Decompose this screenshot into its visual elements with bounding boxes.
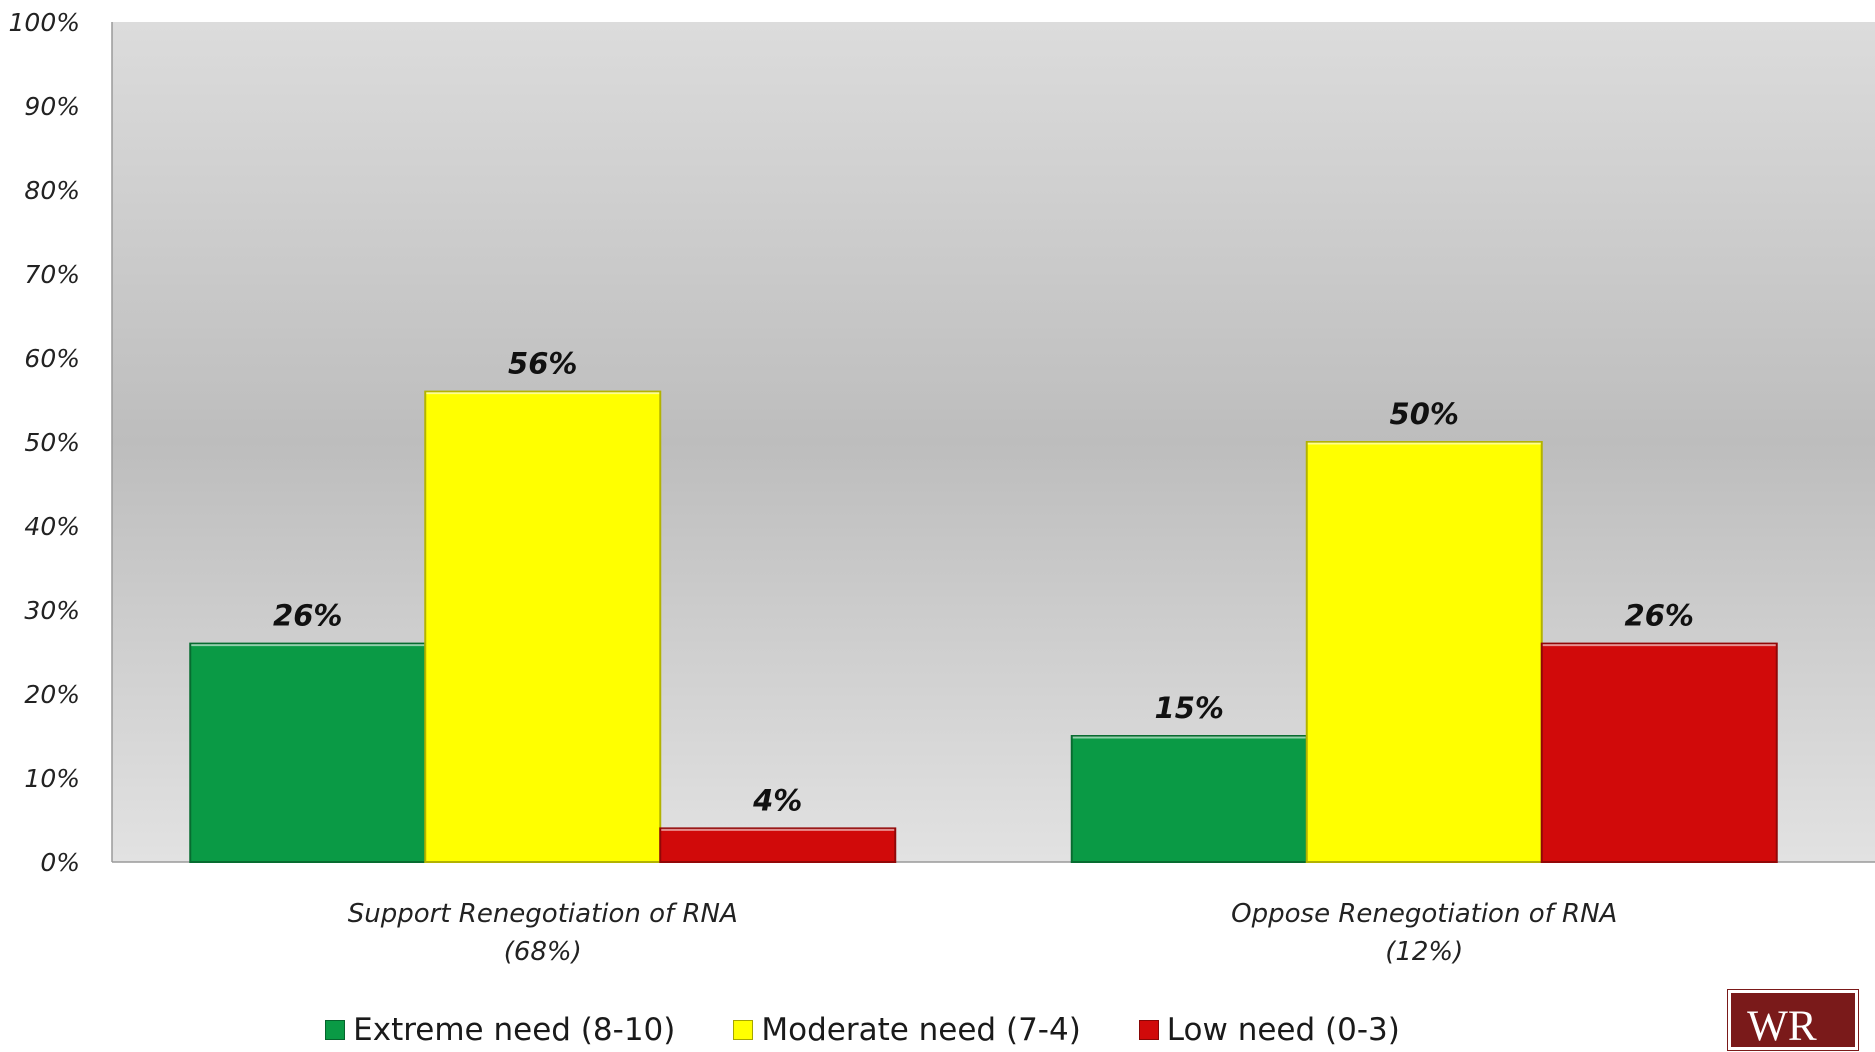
category-label: Support Renegotiation of RNA bbox=[348, 899, 738, 929]
data-label: 15% bbox=[1155, 691, 1224, 725]
data-label: 26% bbox=[273, 599, 342, 633]
y-tick-label: 70% bbox=[24, 260, 80, 289]
legend-label-extreme-need: Extreme need (8-10) bbox=[353, 1012, 676, 1048]
legend-swatch-extreme-need bbox=[325, 1020, 346, 1040]
data-label: 56% bbox=[508, 347, 577, 381]
y-tick-label: 10% bbox=[24, 764, 80, 793]
svg-text:WR: WR bbox=[1747, 1003, 1817, 1047]
category-label: Oppose Renegotiation of RNA bbox=[1231, 899, 1617, 929]
y-tick-label: 40% bbox=[24, 512, 80, 541]
legend-swatch-low-need bbox=[1138, 1020, 1159, 1040]
bars bbox=[189, 390, 1778, 864]
y-tick-label: 100% bbox=[9, 8, 80, 37]
legend-label-moderate-need: Moderate need (7-4) bbox=[761, 1012, 1081, 1048]
legend-label-low-need: Low need (0-3) bbox=[1166, 1012, 1400, 1048]
data-labels: 26% 56% 4% 15% 50% 26% bbox=[273, 347, 1694, 818]
data-label: 26% bbox=[1625, 599, 1694, 633]
y-tick-label: 90% bbox=[24, 92, 80, 121]
bar bbox=[1070, 735, 1308, 863]
legend-item-extreme-need: Extreme need (8-10) bbox=[325, 1012, 675, 1048]
legend: Extreme need (8-10) Moderate need (7-4) … bbox=[0, 1008, 1875, 1052]
category-label: (68%) bbox=[504, 937, 582, 967]
wr-logo-icon: WR bbox=[1727, 989, 1859, 1051]
legend-item-moderate-need: Moderate need (7-4) bbox=[733, 1012, 1081, 1048]
bar bbox=[424, 390, 662, 863]
bar bbox=[1305, 441, 1543, 863]
legend-swatch-moderate-need bbox=[733, 1020, 754, 1040]
data-label: 4% bbox=[752, 783, 802, 817]
legend-item-low-need: Low need (0-3) bbox=[1138, 1012, 1400, 1048]
y-tick-label: 20% bbox=[24, 680, 80, 709]
y-tick-label: 50% bbox=[24, 428, 80, 457]
y-tick-label: 60% bbox=[24, 344, 80, 373]
y-tick-label: 80% bbox=[24, 176, 80, 205]
bar bbox=[189, 642, 427, 863]
y-tick-label: 30% bbox=[24, 596, 80, 625]
y-axis-ticks: 0% 10% 20% 30% 40% 50% 60% 70% 80% 90% 100% bbox=[9, 8, 80, 877]
data-label: 50% bbox=[1390, 397, 1459, 431]
category-labels: Support Renegotiation of RNA (68%) Oppose … bbox=[348, 899, 1618, 967]
bar bbox=[659, 827, 897, 864]
category-label: (12%) bbox=[1385, 937, 1463, 967]
bar bbox=[1540, 642, 1778, 863]
y-tick-label: 0% bbox=[40, 848, 80, 877]
